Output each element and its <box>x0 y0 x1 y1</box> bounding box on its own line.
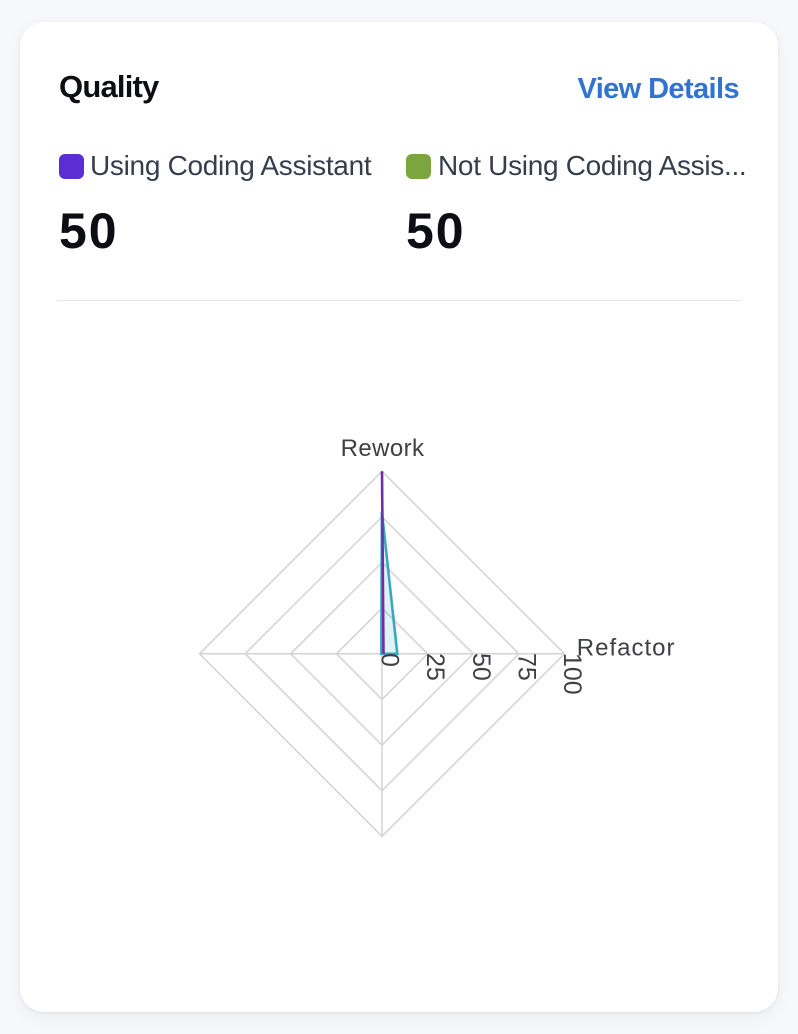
svg-text:0: 0 <box>376 653 404 667</box>
svg-text:100: 100 <box>558 653 586 695</box>
svg-text:75: 75 <box>512 653 540 681</box>
svg-text:Rework: Rework <box>341 435 425 462</box>
svg-text:Refactor: Refactor <box>577 635 676 662</box>
svg-text:50: 50 <box>467 653 495 681</box>
svg-text:25: 25 <box>421 653 449 681</box>
